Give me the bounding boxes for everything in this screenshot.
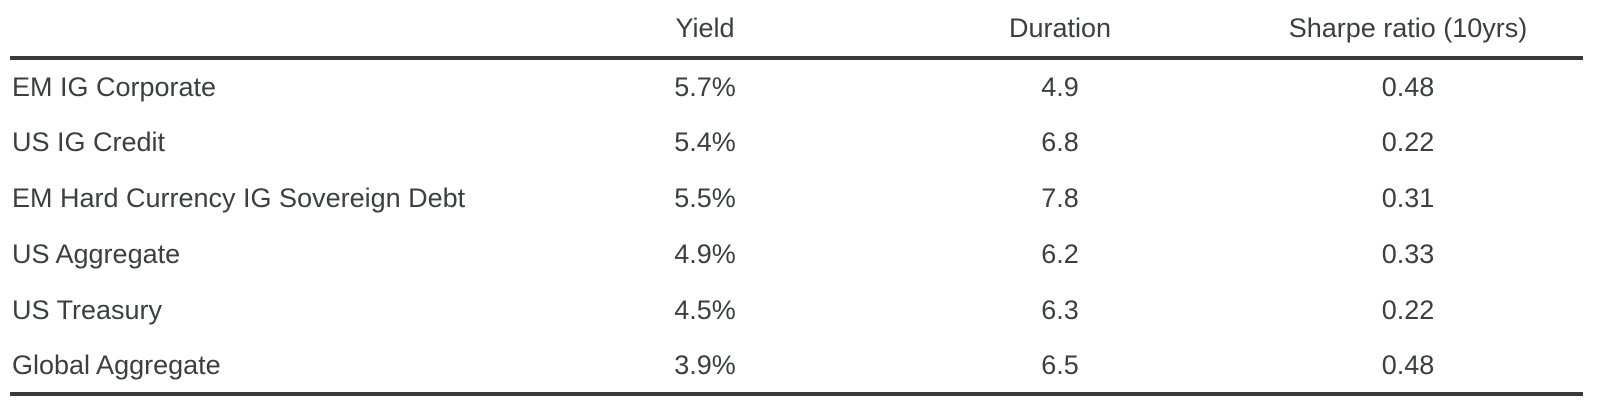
yield-cell: 5.5%	[674, 182, 736, 213]
table-row: EM IG Corporate 5.7% 4.9 0.48	[10, 58, 1583, 114]
yield-cell: 5.4%	[674, 126, 736, 157]
column-header-yield: Yield	[560, 0, 850, 60]
row-label-cell: US IG Credit	[12, 126, 166, 157]
row-label-cell: EM Hard Currency IG Sovereign Debt	[12, 182, 466, 213]
yield-cell: 5.7%	[674, 71, 736, 102]
sharpe-cell: 0.22	[1381, 126, 1435, 157]
row-label-cell: EM IG Corporate	[12, 71, 217, 102]
duration-cell: 6.2	[1041, 238, 1079, 269]
yield-cell: 4.5%	[674, 294, 736, 325]
table-body: EM IG Corporate 5.7% 4.9 0.48 US IG Cred…	[10, 58, 1583, 396]
table-row: US Aggregate 4.9% 6.2 0.33	[10, 226, 1583, 282]
yield-cell: 3.9%	[560, 338, 850, 396]
duration-cell: 6.3	[1041, 294, 1079, 325]
table-row: US IG Credit 5.4% 6.8 0.22	[10, 114, 1583, 170]
column-header-blank	[10, 0, 560, 60]
yield-cell: 4.9%	[674, 238, 736, 269]
table-row: EM Hard Currency IG Sovereign Debt 5.5% …	[10, 170, 1583, 226]
fixed-income-comparison-table: Yield Duration Sharpe ratio (10yrs) EM I…	[10, 0, 1583, 396]
duration-cell: 6.5	[850, 338, 1270, 396]
duration-cell: 6.8	[1041, 126, 1079, 157]
column-header-duration: Duration	[850, 0, 1270, 60]
header-row: Yield Duration Sharpe ratio (10yrs)	[10, 0, 1583, 60]
sharpe-cell: 0.22	[1381, 294, 1435, 325]
row-label-cell: Global Aggregate	[10, 338, 560, 396]
column-header-sharpe-ratio: Sharpe ratio (10yrs)	[1270, 0, 1583, 60]
table-header: Yield Duration Sharpe ratio (10yrs)	[10, 0, 1583, 60]
row-label-cell: US Aggregate	[12, 238, 181, 269]
duration-cell: 4.9	[1041, 71, 1079, 102]
table-row: US Treasury 4.5% 6.3 0.22	[10, 282, 1583, 338]
sharpe-cell: 0.48	[1381, 71, 1435, 102]
sharpe-cell: 0.31	[1381, 182, 1435, 213]
duration-cell: 7.8	[1041, 182, 1079, 213]
sharpe-cell: 0.33	[1381, 238, 1435, 269]
sharpe-cell: 0.48	[1270, 338, 1583, 396]
table-row: Global Aggregate 3.9% 6.5 0.48	[10, 338, 1583, 396]
row-label-cell: US Treasury	[12, 294, 163, 325]
